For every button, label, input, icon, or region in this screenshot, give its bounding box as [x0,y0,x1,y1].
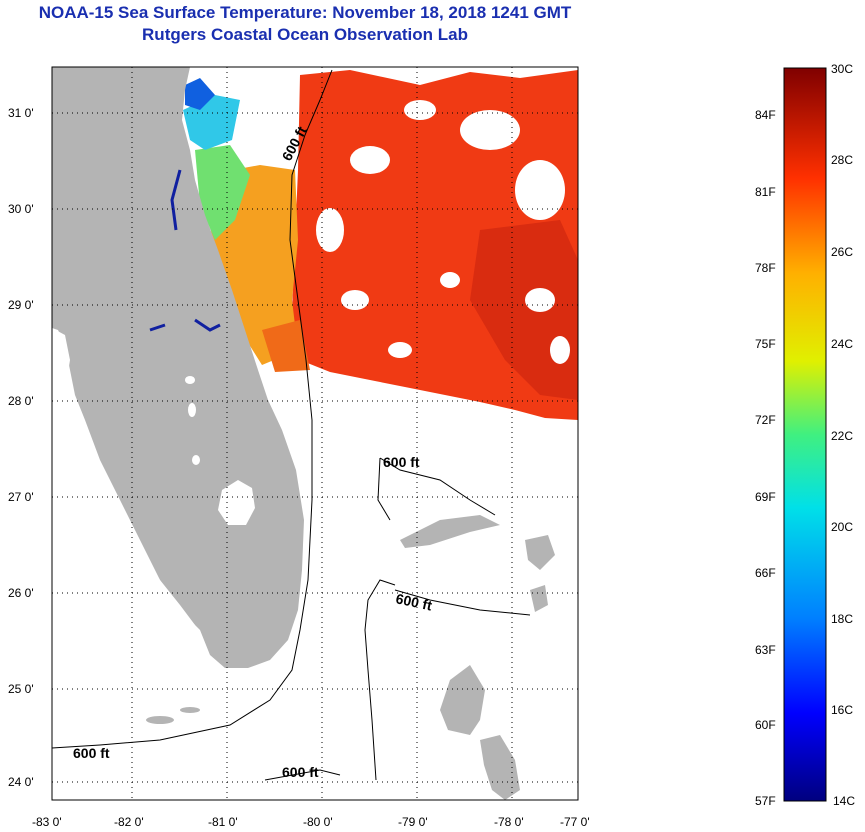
colorbar-fahrenheit-label: 84F [755,108,776,122]
inland-lakes [185,376,200,465]
contour-label-2: 600 ft [383,454,420,470]
colorbar-celsius-label: 30C [831,62,853,76]
graticule [52,67,578,800]
map-title: NOAA-15 Sea Surface Temperature: Novembe… [38,3,572,22]
lon-tick: -77 0' [560,815,590,829]
colorbar-fahrenheit-label: 78F [755,261,776,275]
eleuthera [530,585,548,612]
abaco [525,535,555,570]
colorbar-fahrenheit-label: 60F [755,718,776,732]
colorbar-fahrenheit-label: 57F [755,794,776,808]
colorbar-celsius-label: 20C [831,520,853,534]
colorbar-celsius-label: 16C [831,703,853,717]
colorbar-celsius-label: 22C [831,429,853,443]
grand-bahama [400,515,500,548]
andros [440,665,485,735]
map-subtitle: Rutgers Coastal Ocean Observation Lab [142,25,468,44]
rivers [149,169,221,332]
lat-tick: 30 0' [8,202,34,216]
lat-tick: 28 0' [8,394,34,408]
lon-tick: -78 0' [494,815,524,829]
cool-water-region [195,145,250,240]
colorbar-celsius-label: 18C [831,612,853,626]
colorbar-fahrenheit-label: 81F [755,185,776,199]
colorbar-fahrenheit-label: 63F [755,643,776,657]
lat-tick: 24 0' [8,775,34,789]
lat-tick: 25 0' [8,682,34,696]
colorbar-celsius-label: 14C [833,794,855,808]
colorbar-fahrenheit-label: 75F [755,337,776,351]
contour-label-4: 600 ft [73,745,110,761]
contour-label-3: 600 ft [394,590,433,613]
lon-tick: -83 0' [32,815,62,829]
isobath-600ft [52,69,531,781]
lat-tick: 31 0' [8,106,34,120]
lon-tick: -79 0' [398,815,428,829]
colorbar-fahrenheit-label: 66F [755,566,776,580]
gulf-of-mexico-edge [52,328,202,670]
lon-tick: -82 0' [114,815,144,829]
florida-keys [146,707,200,724]
exuma [480,735,520,800]
lon-tick: -81 0' [208,815,238,829]
colorbar-celsius-label: 24C [831,337,853,351]
colorbar-fahrenheit-label: 72F [755,413,776,427]
coldest-water-region [185,78,215,110]
contour-label-5: 600 ft [282,764,319,780]
lon-tick: -80 0' [303,815,333,829]
colorbar-celsius-label: 28C [831,153,853,167]
map-border [51,66,579,801]
warm-nearshore [262,320,310,372]
colorbar [783,67,827,802]
lat-tick: 26 0' [8,586,34,600]
lat-tick: 29 0' [8,298,34,312]
lake-okeechobee [218,480,255,525]
lat-tick: 27 0' [8,490,34,504]
colorbar-celsius-label: 26C [831,245,853,259]
colorbar-fahrenheit-label: 69F [755,490,776,504]
